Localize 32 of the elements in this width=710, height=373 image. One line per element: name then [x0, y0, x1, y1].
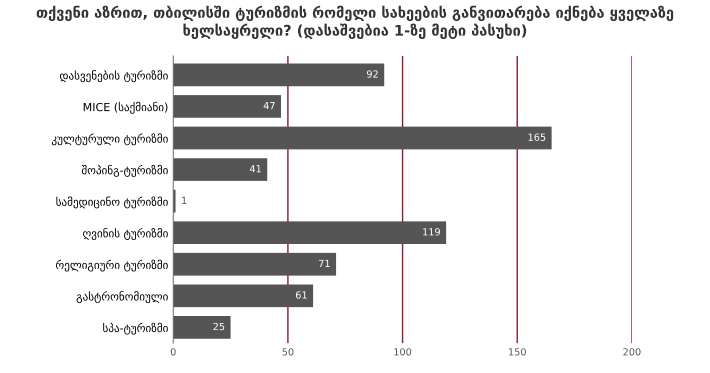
- y-tick-label: ღვინის ტურიზმი: [83, 228, 168, 240]
- bar: [173, 126, 552, 150]
- x-tick-label: 150: [509, 348, 526, 356]
- bar: [173, 221, 446, 244]
- bar: [173, 95, 282, 118]
- x-tick-label: 0: [170, 348, 176, 356]
- bar: [173, 252, 336, 276]
- y-tick-label: რელიგიური ტურიზმი: [56, 260, 168, 272]
- x-tick-label: 200: [623, 348, 641, 356]
- bar: [173, 316, 231, 339]
- bar: [173, 284, 314, 308]
- y-tick-label: სამედიცინო ტურიზმი: [56, 196, 168, 208]
- data-label: 47: [264, 102, 275, 110]
- x-tick-label: 50: [282, 348, 294, 356]
- y-tick-label: შოპინგ-ტურიზმი: [82, 164, 168, 177]
- data-label: 71: [318, 260, 330, 267]
- y-tick-label: სპა-ტურიზმი: [103, 322, 168, 335]
- data-label: 41: [250, 165, 261, 172]
- chart-title: თქვენი აზრით, თბილისში ტურიზმის რომელი სახეების განვითარება იქნება ყველაზე ხელსაყრელი? (დასაშვებია 1-ზე მეტი პასუხი): [36, 6, 674, 39]
- y-tick-label: დასვენების ტურიზმი: [60, 70, 168, 82]
- bar: [173, 158, 268, 181]
- bar: [173, 64, 384, 86]
- data-label: 92: [366, 70, 378, 78]
- y-tick-label: კულტურული ტურიზმი: [52, 133, 168, 146]
- data-label: 1: [182, 196, 186, 204]
- data-label: 165: [528, 133, 546, 141]
- y-tick-label: MICE (საქმიანი): [84, 102, 168, 114]
- data-label: 25: [213, 322, 224, 330]
- x-tick-label: 100: [394, 348, 412, 356]
- y-tick-label: გასტრონომიული: [76, 291, 168, 304]
- data-label: 61: [296, 291, 307, 299]
- data-label: 119: [423, 228, 440, 236]
